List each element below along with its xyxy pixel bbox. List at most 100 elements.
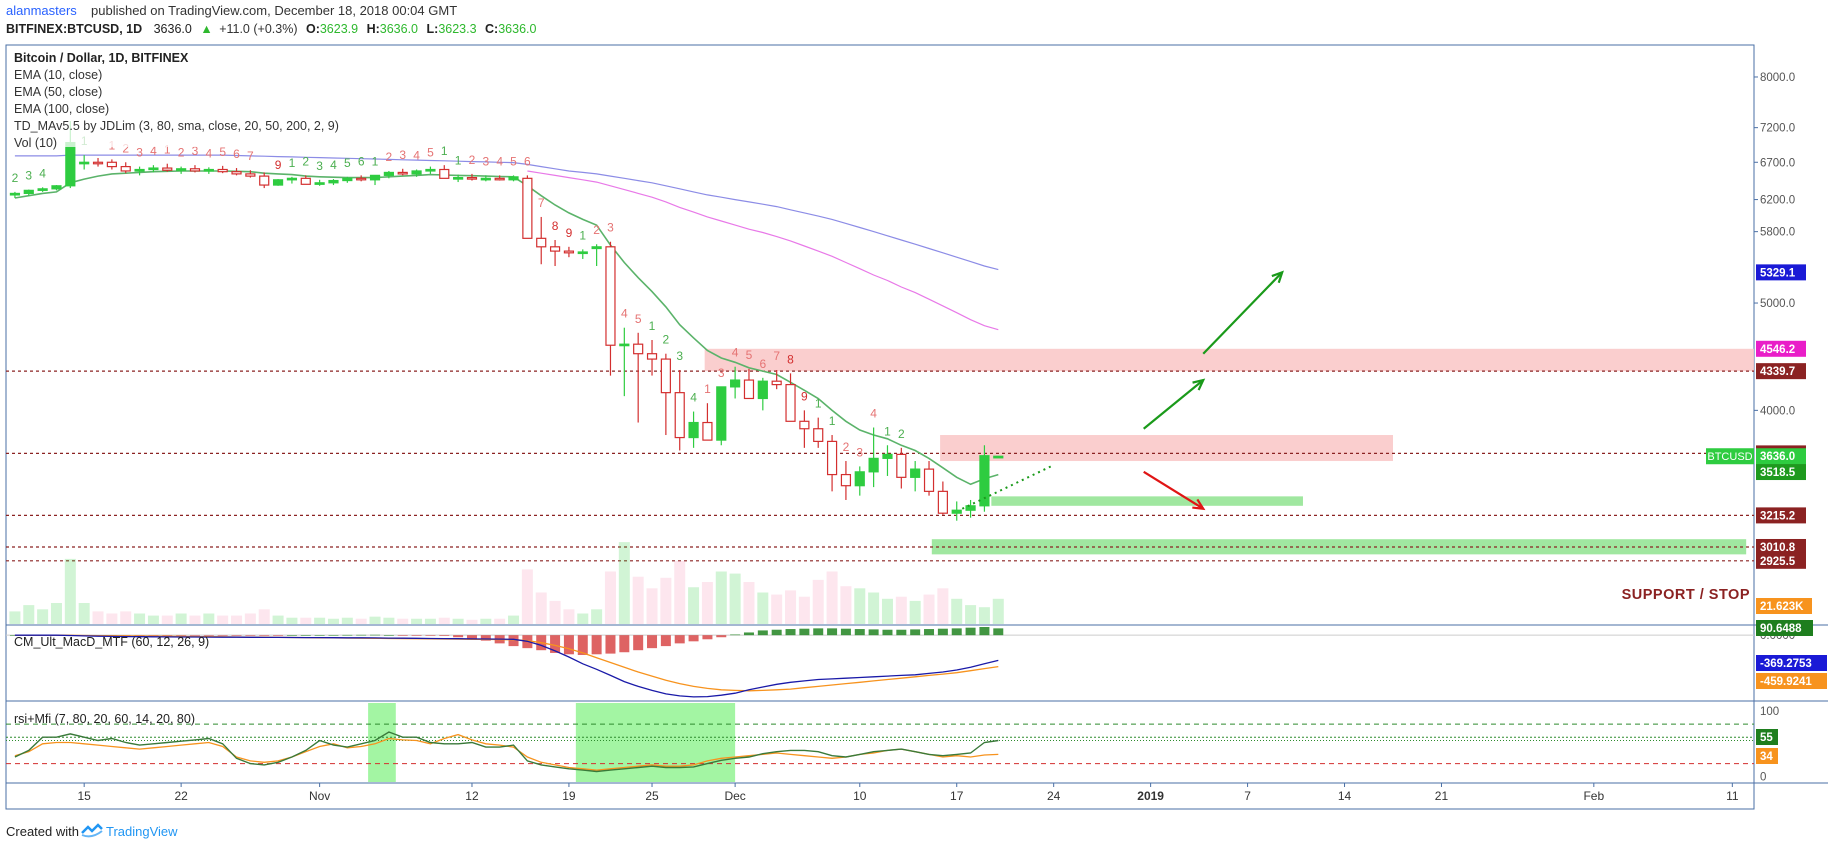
candle-body (702, 421, 713, 441)
volume-bar (826, 571, 838, 624)
candle (356, 175, 367, 182)
td-count-label: 4 (330, 158, 337, 172)
candle-body (439, 168, 450, 179)
volume-bar (618, 542, 630, 624)
candle (730, 366, 741, 399)
td-count-label: 5 (510, 154, 517, 168)
candle (51, 185, 62, 191)
author-name[interactable]: alanmasters (6, 3, 77, 18)
candle (688, 411, 699, 448)
td-count-label: 1 (829, 414, 836, 428)
td-count-label: 7 (247, 149, 254, 163)
volume-bar (424, 618, 436, 624)
volume-bar (397, 618, 409, 624)
macd-histogram-bar (951, 628, 962, 636)
candle (134, 166, 145, 176)
macd-histogram-bar (868, 629, 879, 636)
candle-body (37, 188, 48, 191)
candle (92, 157, 104, 167)
candle-body (508, 176, 519, 181)
macd-histogram-bar (480, 635, 491, 641)
price-axis[interactable]: 8000.0 7200.0 6700.0 6200.0 5800.0 5000.0 4000… (1754, 72, 1795, 417)
candle-body (591, 246, 602, 250)
volume-bar (480, 618, 492, 624)
macd-histogram-bar (217, 635, 228, 636)
macd-histogram-bar (660, 635, 671, 647)
volume-bar (466, 619, 478, 624)
time-tick-label: 2019 (1137, 789, 1164, 803)
candle-body (896, 453, 907, 478)
volume-bar (535, 592, 547, 624)
candle (716, 386, 727, 446)
change-up-icon: ▲ (200, 22, 212, 36)
time-tick-label: Dec (724, 789, 745, 803)
td-counts-layer: 2341123412345679123456123451123456789123… (12, 134, 905, 459)
volume-bar (674, 561, 686, 624)
candle (508, 175, 519, 182)
macd-histogram-bar (314, 635, 325, 636)
candle-body (134, 168, 145, 172)
candle-body (494, 177, 505, 181)
legend-line-vol: Vol (10) (14, 136, 57, 150)
td-count-label: 6 (233, 147, 240, 161)
volume-bar (785, 590, 797, 624)
time-tick-label: 7 (1244, 789, 1251, 803)
volume-bar (868, 592, 880, 624)
candle-body (716, 386, 727, 441)
td-count-label: 1 (441, 144, 448, 158)
volume-bar (729, 573, 741, 624)
td-count-label: 1 (164, 143, 171, 157)
volume-bar (549, 600, 561, 624)
candle-body (910, 468, 921, 478)
volume-bar (632, 576, 644, 624)
volume-bar (604, 571, 616, 624)
close-value: 3636.0 (498, 22, 536, 36)
candle (757, 377, 768, 411)
open-label: O: (306, 22, 320, 36)
support-zone-2 (991, 496, 1303, 506)
volume-bar (660, 577, 672, 624)
volume-bar (881, 598, 893, 624)
macd-histogram-bar (827, 628, 838, 636)
td-count-label: 3 (316, 159, 323, 173)
volume-bar (840, 586, 852, 624)
price-tick-label: 5000.0 (1760, 298, 1795, 310)
td-count-label: 4 (205, 146, 212, 160)
price-label-background (1756, 448, 1806, 465)
candle-body (245, 173, 256, 177)
macd-histogram-bar (259, 635, 270, 636)
macd-histogram-bar (937, 628, 948, 636)
macd-histogram-bar (370, 634, 381, 636)
td-count-label: 4 (496, 154, 503, 168)
macd-histogram-bar (896, 629, 907, 636)
volume-bar (203, 613, 215, 624)
td-count-label: 9 (275, 158, 282, 172)
volume-bar (286, 617, 298, 624)
td-count-label: 5 (344, 156, 351, 170)
candle-body (203, 168, 214, 172)
published-text: published on TradingView.com, December 1… (91, 3, 457, 18)
candle-body (923, 468, 935, 492)
td-count-label: 2 (898, 427, 905, 441)
candle-body (577, 251, 588, 255)
candle-body (23, 189, 34, 195)
candle-body (453, 176, 464, 180)
td-count-label: 6 (524, 154, 531, 168)
macd-histogram-bar (633, 635, 644, 651)
macd-histogram-bar (647, 635, 658, 649)
volume-bar (798, 596, 810, 624)
candle (272, 179, 284, 186)
td-count-label: 2 (302, 154, 309, 168)
candle-body (965, 505, 976, 511)
candle (937, 481, 948, 515)
price-label: 3215.2 (1760, 510, 1795, 522)
td-count-label: 3 (136, 146, 143, 160)
support-stop-annotation: SUPPORT / STOP (1622, 587, 1750, 603)
price-tick-label: 7200.0 (1760, 123, 1795, 135)
rsi-tick-label: 0 (1760, 772, 1766, 784)
volume-bar (909, 600, 921, 624)
volume-bar (92, 611, 104, 624)
price-change: +11.0 (+0.3%) (219, 22, 297, 36)
time-axis[interactable]: 15 22 Nov 12 19 25 Dec 10 17 24 2019 7 14 21 Feb 11 (77, 783, 1739, 803)
tradingview-brand[interactable]: TradingView (106, 824, 178, 839)
